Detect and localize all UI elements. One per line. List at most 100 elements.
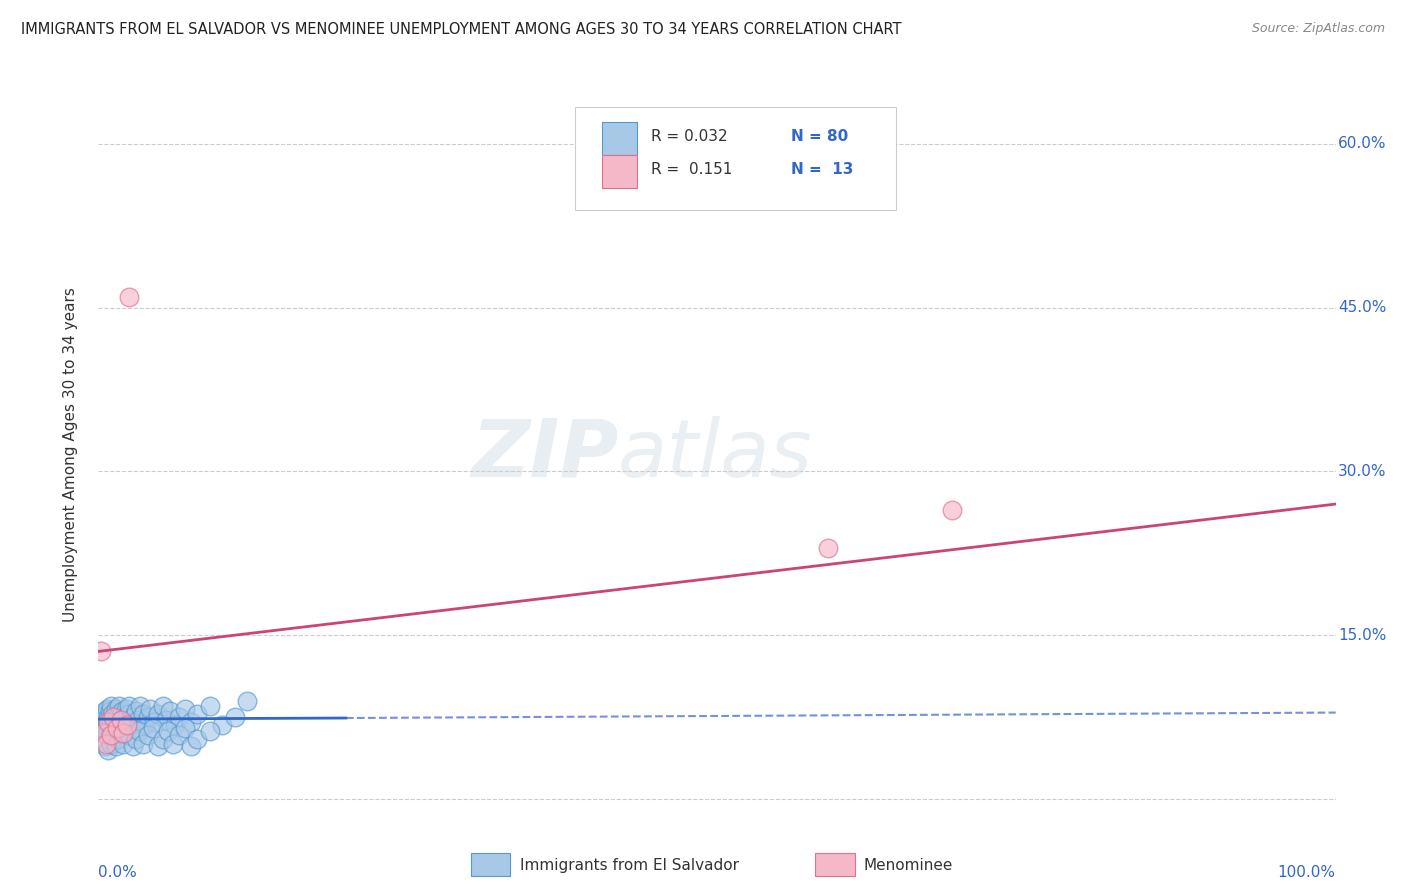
Point [120,717,142,731]
Point [114,721,136,735]
Text: IMMIGRANTS FROM EL SALVADOR VS MENOMINEE UNEMPLOYMENT AMONG AGES 30 TO 34 YEARS : IMMIGRANTS FROM EL SALVADOR VS MENOMINEE… [21,22,901,37]
Point [115,715,138,730]
Bar [602,122,637,155]
Point [143,715,166,730]
Point [142,721,165,735]
Point [93,713,115,727]
Point [90,644,112,658]
Point [224,710,246,724]
Point [97,742,120,756]
Point [107,731,129,746]
Point [94,706,117,721]
Point [165,717,187,731]
Point [93,717,115,731]
Text: Immigrants from El Salvador: Immigrants from El Salvador [520,858,740,872]
Point [94,735,117,749]
Point [105,721,128,735]
Point [174,702,197,716]
Point [129,698,152,713]
Point [110,713,132,727]
Point [152,698,174,713]
Point [94,721,117,735]
Point [198,724,221,739]
Text: R =  0.151: R = 0.151 [651,162,733,178]
Point [98,705,121,719]
Point [124,705,146,719]
Point [93,705,115,719]
Point [152,731,174,746]
Point [100,729,122,743]
Text: 30.0%: 30.0% [1339,464,1386,479]
Point [93,726,115,740]
Point [118,290,141,304]
Point [117,706,139,721]
Point [103,710,125,724]
Point [112,726,135,740]
Point [162,737,184,751]
Point [167,729,190,743]
Point [167,710,190,724]
Point [198,698,221,713]
Point [100,737,122,751]
Text: atlas: atlas [619,416,813,494]
Point [139,702,162,716]
Text: N =  13: N = 13 [792,162,853,178]
Point [211,717,233,731]
Point [174,721,197,735]
Point [136,710,159,724]
Point [112,737,135,751]
Point [146,706,169,721]
Point [103,717,125,731]
Point [108,698,131,713]
Point [155,713,177,727]
Point [112,717,135,731]
Point [132,737,155,751]
Point [94,737,117,751]
Point [115,717,138,731]
Point [132,706,155,721]
Point [97,715,120,730]
Point [104,739,127,754]
Point [134,717,156,731]
Point [186,731,208,746]
Y-axis label: Unemployment Among Ages 30 to 34 years: Unemployment Among Ages 30 to 34 years [63,287,77,623]
Point [118,729,141,743]
Point [100,713,122,727]
Point [146,739,169,754]
Text: 15.0%: 15.0% [1339,628,1386,642]
Point [136,729,159,743]
Point [107,706,129,721]
Point [114,702,136,716]
Point [122,710,145,724]
Point [159,705,181,719]
Point [96,726,118,740]
Point [105,715,128,730]
Point [91,710,114,724]
Point [124,731,146,746]
Point [103,724,125,739]
Point [118,698,141,713]
Point [941,502,963,516]
Point [93,739,115,754]
Text: 0.0%: 0.0% [98,864,138,880]
Point [111,705,134,719]
Text: N = 80: N = 80 [792,129,849,145]
Point [110,726,132,740]
Point [93,731,115,746]
Text: Source: ZipAtlas.com: Source: ZipAtlas.com [1251,22,1385,36]
Point [96,715,118,730]
Point [180,739,202,754]
Text: ZIP: ZIP [471,416,619,494]
Point [104,702,127,716]
FancyBboxPatch shape [575,108,897,210]
Text: 100.0%: 100.0% [1278,864,1336,880]
Point [127,713,149,727]
Text: R = 0.032: R = 0.032 [651,129,728,145]
Point [122,739,145,754]
Text: 45.0%: 45.0% [1339,300,1386,315]
Point [180,715,202,730]
Point [98,729,121,743]
Point [112,710,135,724]
Bar [602,155,637,188]
Point [96,702,118,716]
